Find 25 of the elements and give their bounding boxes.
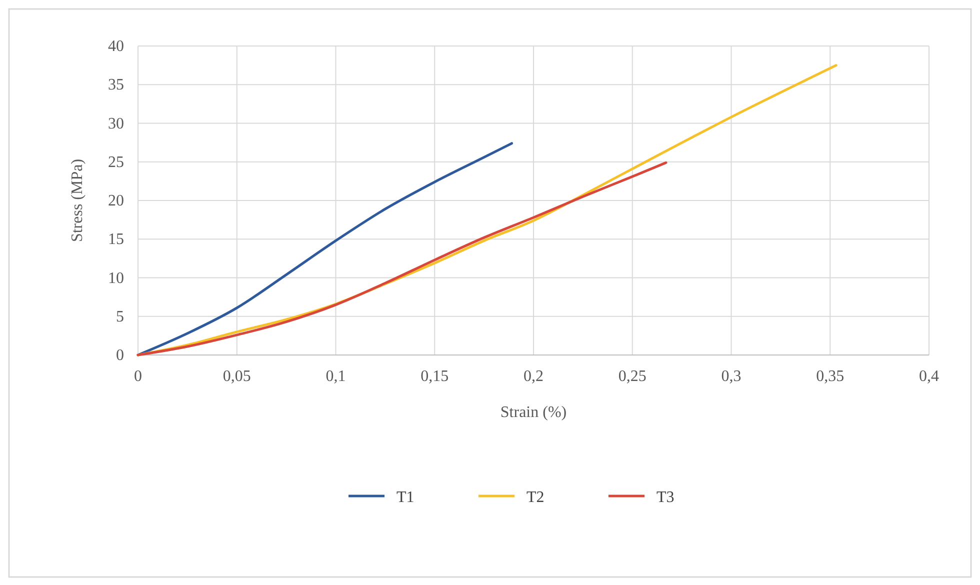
y-tick-label: 30 (108, 115, 124, 132)
x-tick-label: 0,4 (919, 368, 939, 385)
x-tick-label: 0,3 (721, 368, 742, 385)
x-tick-label: 0,05 (222, 368, 251, 385)
x-tick-label: 0,15 (420, 368, 449, 385)
line-series (136, 161, 668, 356)
y-tick-label: 10 (108, 270, 124, 287)
x-tick-label: 0 (134, 368, 142, 385)
x-tick-label: 0,35 (816, 368, 844, 385)
x-tick-label: 0,1 (326, 368, 346, 385)
y-tick-label: 35 (108, 76, 124, 94)
y-tick-label: 20 (108, 192, 124, 210)
legend-label: T2 (526, 489, 544, 506)
y-tick-label: 0 (116, 347, 124, 364)
legend-label: T1 (396, 489, 414, 506)
legend-label: T3 (656, 489, 674, 506)
x-tick-label: 0,2 (524, 368, 544, 385)
x-axis-title: Strain (%) (500, 404, 567, 421)
y-tick-label: 25 (108, 154, 124, 171)
y-axis-title: Stress (MPa) (69, 158, 86, 242)
y-tick-label: 40 (108, 38, 124, 55)
line-series (136, 142, 513, 356)
x-tick-label: 0,25 (618, 368, 646, 385)
y-tick-label: 15 (108, 231, 124, 248)
y-tick-label: 5 (116, 308, 124, 326)
